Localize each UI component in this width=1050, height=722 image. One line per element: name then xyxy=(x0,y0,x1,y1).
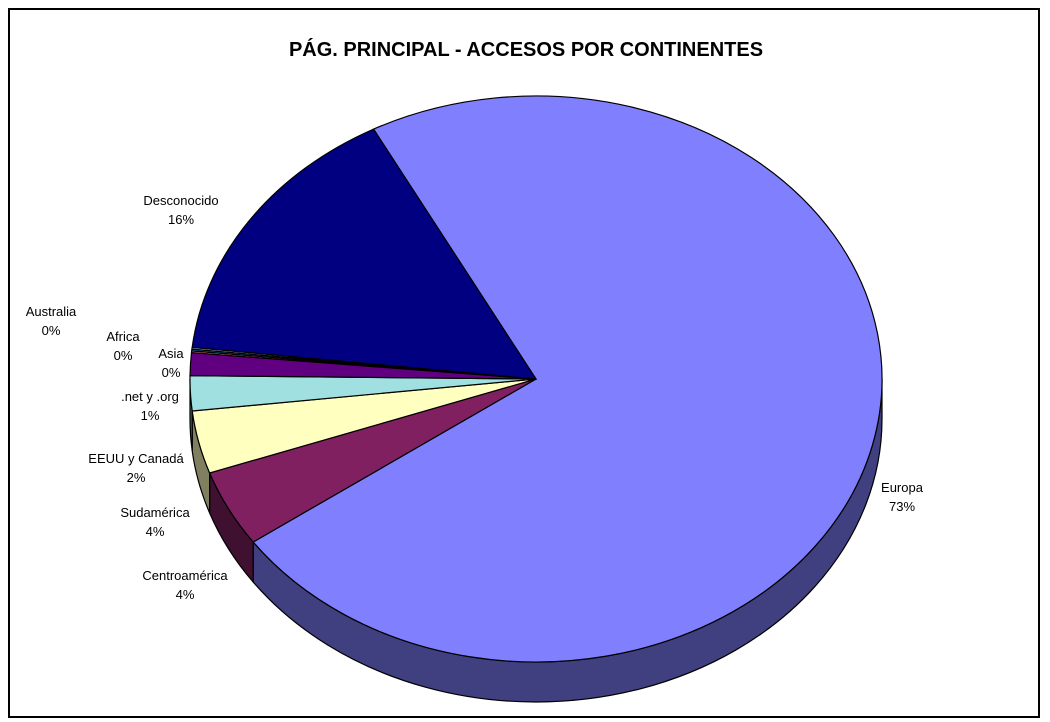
slice-label-8: Desconocido xyxy=(143,193,218,208)
slice-percent-2: 4% xyxy=(146,524,165,539)
slice-label-0: Europa xyxy=(881,480,924,495)
slice-label-5: Asia xyxy=(158,346,184,361)
slice-percent-0: 73% xyxy=(889,499,915,514)
slice-label-4: .net y .org xyxy=(121,389,179,404)
slice-label-7: Australia xyxy=(26,304,77,319)
pie-chart: Europa 73% Centroamérica 4% Sudamérica 4% EEUU… xyxy=(26,95,924,703)
slice-percent-5: 0% xyxy=(162,365,181,380)
slice-label-3: EEUU y Canadá xyxy=(88,451,184,466)
slice-percent-1: 4% xyxy=(176,587,195,602)
pie-slices xyxy=(189,95,883,663)
pie-slice-0 xyxy=(252,95,883,663)
slice-percent-8: 16% xyxy=(168,212,194,227)
slice-percent-4: 1% xyxy=(141,408,160,423)
slice-label-2: Sudamérica xyxy=(120,505,190,520)
slice-percent-3: 2% xyxy=(127,470,146,485)
slice-label-1: Centroamérica xyxy=(142,568,228,583)
pie-slice-8 xyxy=(191,128,538,380)
slice-percent-7: 0% xyxy=(42,323,61,338)
chart-frame: PÁG. PRINCIPAL - ACCESOS POR CONTINENTES… xyxy=(8,8,1040,718)
slice-percent-6: 0% xyxy=(114,348,133,363)
slice-label-6: Africa xyxy=(106,329,140,344)
chart-title: PÁG. PRINCIPAL - ACCESOS POR CONTINENTES xyxy=(288,39,764,61)
pie-labels: Europa 73% Centroamérica 4% Sudamérica 4% EEUU… xyxy=(26,193,924,602)
